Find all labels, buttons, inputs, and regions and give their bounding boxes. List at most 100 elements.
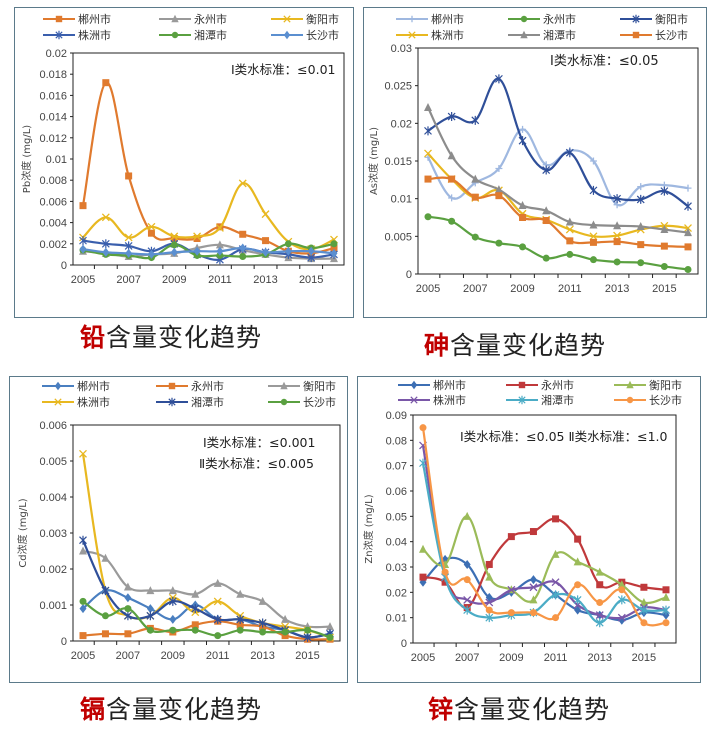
data-point (636, 222, 645, 231)
y-tick-label: 0.01 (391, 194, 412, 206)
legend-label: 株洲市 (78, 28, 111, 42)
caption-text: 含量变化趋势 (106, 695, 263, 724)
data-point (448, 194, 456, 202)
y-tick-label: 0.006 (39, 420, 67, 432)
legend-marker (518, 395, 526, 405)
plot-area (72, 424, 341, 642)
legend-marker (55, 15, 63, 23)
data-point (551, 590, 560, 600)
legend-marker (410, 396, 418, 404)
series-长沙市 (419, 424, 670, 627)
data-point (485, 598, 494, 607)
data-point (168, 586, 177, 595)
legend-label: 湘潭市 (194, 28, 227, 42)
data-point (79, 244, 87, 254)
y-tick-label: 0 (61, 260, 67, 272)
legend-item: 株洲市 (42, 395, 110, 409)
data-point (448, 175, 456, 183)
y-tick-label: 0.03 (386, 562, 407, 574)
data-point (684, 224, 692, 233)
data-point (529, 595, 538, 604)
data-point (542, 206, 551, 215)
data-point (684, 265, 692, 273)
data-point (419, 424, 427, 432)
data-point (448, 217, 456, 225)
data-point (463, 605, 472, 615)
y-axis-label: Cd浓度 (mg/L) (16, 498, 29, 567)
data-point (79, 597, 87, 605)
data-point (170, 247, 178, 257)
legend-marker (408, 15, 416, 23)
y-tick-label: 0.002 (39, 564, 67, 576)
y-tick-label: 0.012 (39, 133, 67, 145)
x-tick-label: 2005 (416, 283, 440, 295)
data-point (191, 589, 200, 598)
data-point (485, 613, 494, 623)
data-point (662, 605, 670, 615)
y-tick-label: 0.014 (39, 112, 67, 124)
series-衡阳市 (424, 74, 692, 211)
legend-label: 永州市 (543, 12, 576, 26)
data-point (518, 136, 527, 146)
data-point (463, 595, 472, 604)
legend-marker (168, 397, 176, 407)
legend-item: 永州市 (159, 12, 227, 26)
x-tick-label: 2011 (558, 283, 582, 295)
data-point (552, 614, 560, 622)
legend-label: 永州市 (191, 379, 224, 393)
x-tick-label: 2011 (208, 274, 232, 286)
data-point (236, 626, 244, 634)
data-point (494, 74, 503, 84)
standard-annotation: Ⅰ类水标准：≤0.05 (550, 54, 659, 69)
legend-label: 湘潭市 (541, 393, 574, 407)
y-tick-label: 0.025 (384, 81, 412, 93)
chart-panel-zn: 0 0.01 0.02 0.03 0.04 0.05 0.06 0.07 0.08 0.09 200… (357, 376, 701, 683)
data-point (617, 595, 626, 605)
data-point (213, 578, 222, 587)
data-point (236, 589, 245, 598)
data-point (551, 549, 560, 558)
legend-item: 长沙市 (268, 395, 336, 409)
data-point (640, 583, 648, 591)
y-tick-label: 0.07 (386, 461, 407, 473)
legend-marker (171, 31, 179, 39)
data-point (589, 157, 597, 165)
data-point (193, 235, 201, 242)
legend-marker (280, 398, 288, 406)
data-point (238, 179, 247, 188)
data-point (574, 581, 582, 589)
y-tick-label: 0.01 (46, 154, 67, 166)
standard-annotation: Ⅰ类水标准：≤0.01 (231, 62, 336, 77)
data-point (495, 192, 503, 200)
data-point (101, 213, 110, 222)
data-point (640, 619, 648, 627)
legend-marker (54, 398, 62, 406)
data-point (424, 126, 432, 136)
x-tick-label: 2011 (206, 650, 230, 662)
legend-item: 湘潭市 (159, 28, 227, 42)
data-point (471, 233, 479, 241)
data-point (589, 232, 598, 241)
data-point (79, 632, 87, 640)
data-point (213, 614, 222, 624)
series-永州市 (424, 213, 692, 273)
data-point (216, 246, 224, 256)
data-point (169, 626, 177, 634)
y-tick-label: 0.015 (384, 156, 412, 168)
legend-marker (410, 380, 418, 390)
chart-as: 0 0.005 0.01 0.015 0.02 0.025 0.03 2005 2007 2009… (367, 12, 699, 295)
x-tick-label: 2009 (161, 650, 185, 662)
caption-text: 含量变化趋势 (454, 695, 611, 724)
legend-label: 衡阳市 (303, 379, 336, 393)
data-point (262, 237, 270, 245)
standard-annotation: Ⅰ类水标准：≤0.001 (203, 435, 315, 450)
data-point (542, 217, 550, 225)
legend-marker (171, 14, 179, 23)
data-point (447, 151, 456, 160)
legend-marker (283, 30, 291, 40)
y-tick-label: 0.004 (39, 218, 67, 230)
legend-marker (518, 381, 526, 389)
legend-label: 衡阳市 (655, 12, 688, 26)
data-point (424, 175, 432, 183)
data-point (519, 243, 527, 251)
